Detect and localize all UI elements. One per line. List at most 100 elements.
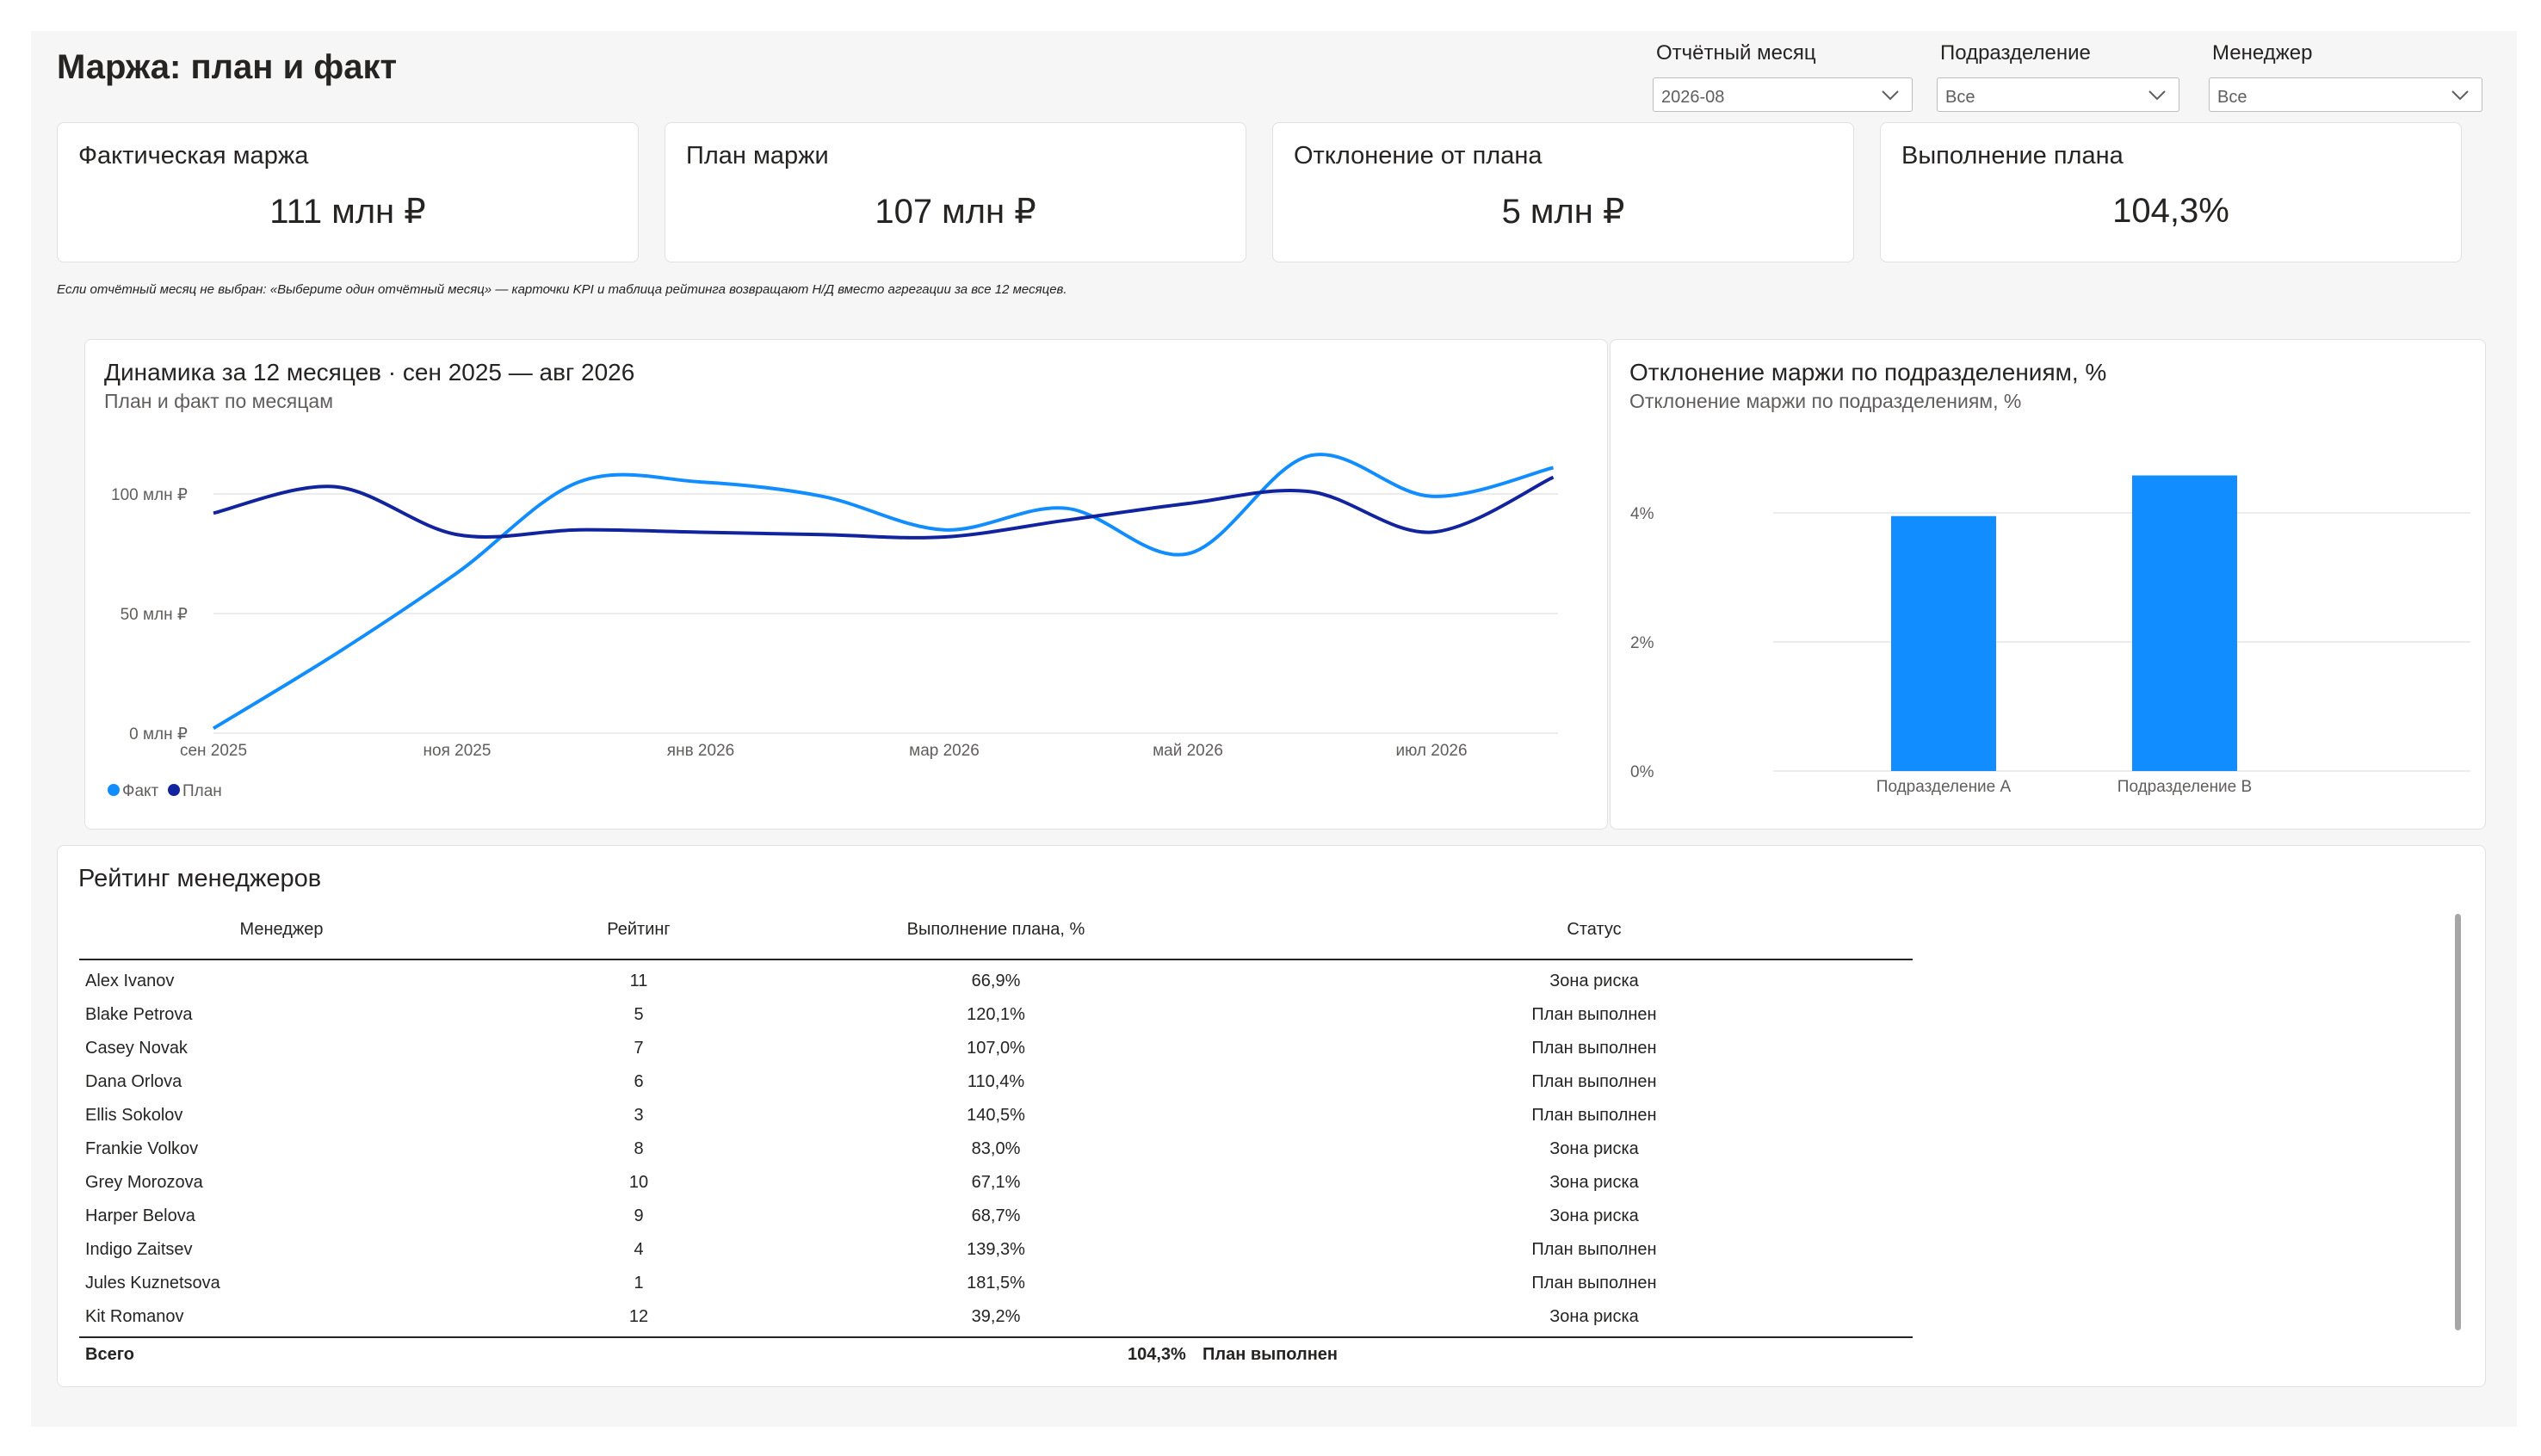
series-line-fact[interactable] bbox=[212, 453, 1554, 731]
x-tick-label: ноя 2025 bbox=[424, 742, 492, 760]
plan-completion-cell: 110,4% bbox=[967, 1072, 1025, 1091]
plan-completion-cell: 83,0% bbox=[971, 1139, 1021, 1158]
table-header-cell[interactable]: Выполнение плана, % bbox=[906, 920, 1085, 939]
plan-completion-cell: 139,3% bbox=[967, 1240, 1025, 1259]
page-title: Маржа: план и факт bbox=[57, 48, 398, 86]
status-cell: План выполнен bbox=[1531, 1274, 1657, 1293]
manager-name-cell: Grey Morozova bbox=[85, 1173, 203, 1192]
table-total-row: Всего 104,3% План выполнен bbox=[79, 1342, 1913, 1375]
line-chart-subtitle: План и факт по месяцам bbox=[104, 390, 334, 412]
filter-month-value: 2026-08 bbox=[1661, 88, 1725, 107]
bar-2[interactable] bbox=[2132, 475, 2237, 772]
kpi-label: Отклонение от плана bbox=[1294, 142, 1543, 170]
total-value: 104,3% bbox=[1128, 1345, 1186, 1364]
filter-division-dropdown[interactable]: Все bbox=[1937, 77, 2179, 112]
table-row[interactable]: Ellis Sokolov 3 140,5% План выполнен bbox=[79, 1100, 1913, 1133]
table-row[interactable]: Dana Orlova 6 110,4% План выполнен bbox=[79, 1066, 1913, 1100]
series-line-plan[interactable] bbox=[213, 475, 1555, 540]
manager-name-cell: Harper Belova bbox=[85, 1206, 195, 1225]
legend-marker bbox=[168, 784, 180, 796]
x-tick-label: май 2026 bbox=[1153, 742, 1223, 760]
rank-cell: 4 bbox=[634, 1240, 644, 1259]
rank-cell: 3 bbox=[634, 1106, 644, 1125]
y-tick-label: 0 млн ₽ bbox=[129, 725, 188, 743]
x-tick-label: Подразделение B bbox=[2118, 778, 2252, 796]
manager-name-cell: Blake Petrova bbox=[85, 1005, 193, 1024]
table-row[interactable]: Casey Novak 7 107,0% План выполнен bbox=[79, 1033, 1913, 1066]
legend-label[interactable]: Факт bbox=[122, 782, 159, 800]
filter-manager-dropdown[interactable]: Все bbox=[2209, 77, 2482, 112]
table-header-cell[interactable]: Статус bbox=[1567, 920, 1622, 939]
kpi-card-plan-completion: Выполнение плана 104,3% bbox=[1880, 122, 2462, 262]
y-tick-label: 0% bbox=[1630, 763, 1654, 781]
line-chart: 0 млн ₽ 50 млн ₽ 100 млн ₽ сен 2025 ноя 2025… bbox=[108, 453, 1558, 800]
kpi-value: 111 млн ₽ bbox=[269, 193, 426, 231]
legend-label[interactable]: План bbox=[182, 782, 222, 800]
y-tick-label: 100 млн ₽ bbox=[111, 486, 188, 504]
line-chart-card[interactable]: Динамика за 12 месяцев · сен 2025 — авг … bbox=[84, 339, 1608, 830]
bar-chart-subtitle: Отклонение маржи по подразделениям, % bbox=[1629, 390, 2022, 412]
manager-name-cell: Ellis Sokolov bbox=[85, 1106, 183, 1125]
status-cell: Зона риска bbox=[1549, 1139, 1639, 1158]
table-row[interactable]: Jules Kuznetsova 1 181,5% План выполнен bbox=[79, 1268, 1913, 1301]
table-row[interactable]: Indigo Zaitsev 4 139,3% План выполнен bbox=[79, 1234, 1913, 1268]
filter-month-dropdown[interactable]: 2026-08 bbox=[1653, 77, 1913, 112]
x-tick-label: июл 2026 bbox=[1395, 742, 1467, 760]
table-header-cell[interactable]: Рейтинг bbox=[607, 920, 671, 939]
table-row[interactable]: Frankie Volkov 8 83,0% Зона риска bbox=[79, 1133, 1913, 1167]
x-tick-label: Подразделение A bbox=[1876, 778, 2012, 796]
filter-manager-value: Все bbox=[2217, 88, 2247, 107]
line-chart-title: Динамика за 12 месяцев · сен 2025 — авг … bbox=[104, 359, 635, 386]
plan-completion-cell: 67,1% bbox=[971, 1173, 1021, 1192]
table-header-divider bbox=[79, 959, 1913, 960]
status-cell: Зона риска bbox=[1549, 1307, 1639, 1326]
table-row[interactable]: Grey Morozova 10 67,1% Зона риска bbox=[79, 1167, 1913, 1200]
bar-1[interactable] bbox=[1891, 515, 1996, 771]
rank-cell: 11 bbox=[629, 972, 648, 990]
filter-label-month: Отчётный месяц bbox=[1656, 41, 1816, 65]
y-tick-label: 2% bbox=[1630, 634, 1654, 652]
table-row[interactable]: Harper Belova 9 68,7% Зона риска bbox=[79, 1200, 1913, 1234]
table-row[interactable]: Kit Romanov 12 39,2% Зона риска bbox=[79, 1301, 1913, 1335]
y-tick-label: 4% bbox=[1630, 505, 1654, 523]
rank-cell: 1 bbox=[634, 1274, 644, 1293]
rank-cell: 12 bbox=[628, 1307, 649, 1326]
x-tick-label: мар 2026 bbox=[909, 742, 980, 760]
table-row[interactable]: Blake Petrova 5 120,1% План выполнен bbox=[79, 999, 1913, 1033]
kpi-value: 5 млн ₽ bbox=[1501, 193, 1625, 231]
total-label: Всего bbox=[85, 1345, 134, 1364]
rank-cell: 6 bbox=[634, 1072, 644, 1091]
filter-label-division: Подразделение bbox=[1940, 41, 2091, 65]
kpi-label: Выполнение плана bbox=[1901, 142, 2124, 170]
kpi-note: Если отчётный месяц не выбран: «Выберите… bbox=[57, 282, 1067, 297]
rank-cell: 8 bbox=[634, 1139, 644, 1158]
rank-cell: 10 bbox=[628, 1173, 649, 1192]
plan-completion-cell: 68,7% bbox=[971, 1206, 1021, 1225]
kpi-card-deviation: Отклонение от плана 5 млн ₽ bbox=[1272, 122, 1854, 262]
plan-completion-cell: 140,5% bbox=[967, 1106, 1025, 1125]
legend-marker bbox=[108, 784, 120, 796]
kpi-card-actual-margin: Фактическая маржа 111 млн ₽ bbox=[57, 122, 639, 262]
manager-name-cell: Dana Orlova bbox=[85, 1072, 182, 1091]
plan-completion-cell: 120,1% bbox=[967, 1005, 1025, 1024]
kpi-value: 107 млн ₽ bbox=[875, 193, 1036, 231]
table-header-cell[interactable]: Менеджер bbox=[239, 920, 324, 939]
bar-chart: 0% 2% 4% Подразделение A Подразделение B bbox=[1630, 475, 2470, 796]
bar-chart-card[interactable]: Отклонение маржи по подразделениям, % От… bbox=[1610, 339, 2486, 830]
table-row[interactable]: Alex Ivanov 11 66,9% Зона риска bbox=[79, 966, 1913, 999]
plan-completion-cell: 107,0% bbox=[967, 1039, 1025, 1058]
status-cell: План выполнен bbox=[1531, 1072, 1657, 1091]
y-tick-label: 50 млн ₽ bbox=[121, 606, 188, 624]
status-cell: План выполнен bbox=[1531, 1240, 1657, 1259]
manager-name-cell: Jules Kuznetsova bbox=[85, 1274, 220, 1293]
rank-cell: 5 bbox=[634, 1005, 644, 1024]
manager-name-cell: Kit Romanov bbox=[85, 1307, 184, 1326]
table-scrollbar[interactable] bbox=[2455, 914, 2461, 1330]
plan-completion-cell: 39,2% bbox=[971, 1307, 1021, 1326]
kpi-card-plan-margin: План маржи 107 млн ₽ bbox=[665, 122, 1246, 262]
kpi-value: 104,3% bbox=[2112, 192, 2229, 230]
status-cell: Зона риска bbox=[1549, 972, 1639, 990]
x-tick-label: сен 2025 bbox=[180, 742, 247, 760]
chevron-down-icon bbox=[2451, 90, 2469, 101]
plan-completion-cell: 66,9% bbox=[971, 972, 1021, 990]
